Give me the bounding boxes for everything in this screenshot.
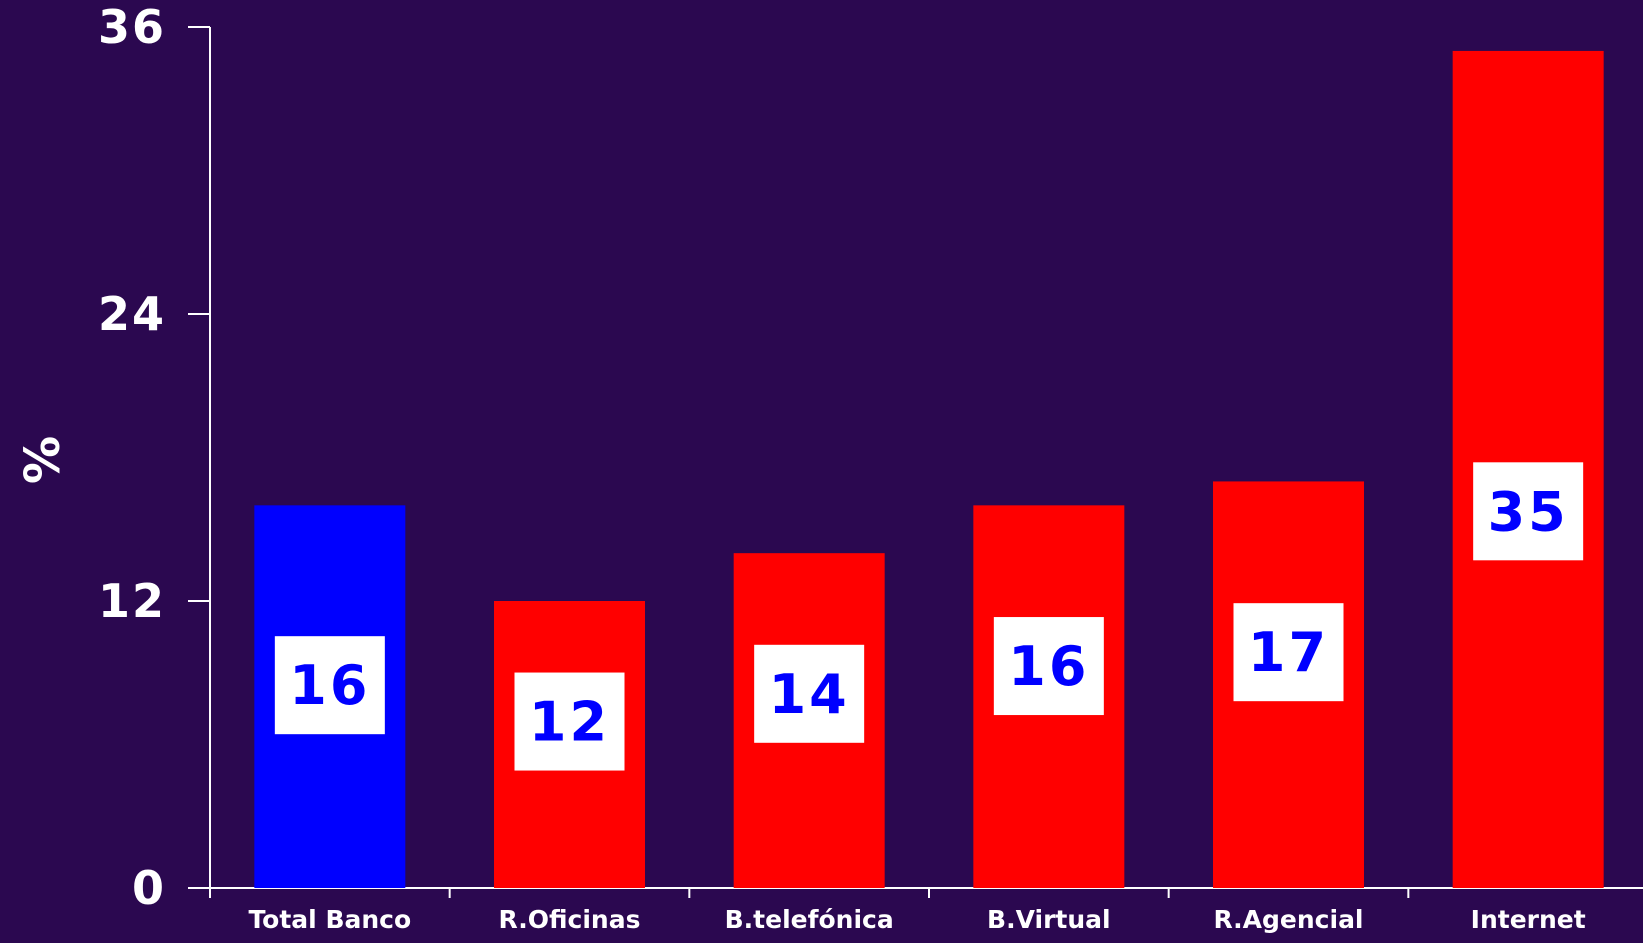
x-tick-label: B.Virtual [987, 905, 1111, 934]
data-label-box [514, 672, 625, 771]
y-tick-label: 24 [98, 287, 166, 341]
data-labels: 16 12 14 16 17 35 [274, 462, 1584, 771]
axes: 0 12 24 36 Total Banco R.Oficinas B.telefónica… [98, 0, 1643, 934]
x-tick-label: Total Banco [248, 905, 411, 934]
x-tick-label: B.telefónica [725, 905, 894, 934]
data-label-text: 17 [1248, 621, 1329, 684]
y-tick-label: 0 [132, 861, 166, 915]
data-label: 14 [754, 644, 865, 743]
data-label: 35 [1473, 462, 1584, 561]
data-label: 16 [274, 636, 385, 735]
data-label-text: 16 [1008, 635, 1089, 698]
x-tick-label: R.Agencial [1213, 905, 1363, 934]
y-axis-title: % [15, 436, 71, 484]
data-label-text: 14 [769, 663, 850, 726]
data-label: 12 [514, 672, 625, 771]
x-tick-label: R.Oficinas [499, 905, 641, 934]
data-label-text: 16 [289, 654, 370, 717]
data-label-box [1233, 603, 1344, 702]
data-label-box [1473, 462, 1584, 561]
data-label-text: 35 [1488, 480, 1569, 543]
data-label: 17 [1233, 603, 1344, 702]
y-tick-label: 12 [98, 574, 166, 628]
data-label-box [993, 617, 1104, 716]
y-tick-label: 36 [98, 0, 166, 54]
data-label-box [754, 644, 865, 743]
x-tick-label: Internet [1471, 905, 1586, 934]
data-label-text: 12 [529, 691, 610, 754]
data-label-box [274, 636, 385, 735]
data-label: 16 [993, 617, 1104, 716]
bars [254, 50, 1604, 888]
